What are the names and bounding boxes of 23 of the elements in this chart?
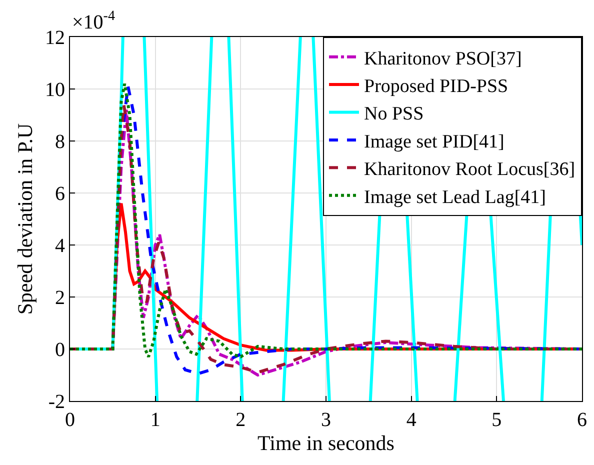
- x-tick-label: 3: [321, 409, 331, 431]
- legend-label: Proposed PID-PSS: [364, 76, 508, 97]
- x-tick-label: 2: [236, 409, 246, 431]
- x-tick-label: 4: [406, 409, 416, 431]
- x-axis-title: Time in seconds: [258, 431, 394, 455]
- y-tick-label: 6: [55, 183, 65, 205]
- y-tick-label: 8: [55, 131, 65, 153]
- y-tick-label: 12: [45, 27, 65, 49]
- x-tick-label: 1: [150, 409, 160, 431]
- y-axis-title: Speed deviation in P.U: [13, 123, 38, 315]
- y-tick-label: 10: [45, 79, 65, 101]
- text: ×10$^{-4}$: [72, 9, 115, 34]
- y-tick-label: 2: [55, 287, 65, 309]
- x-tick-label: 6: [577, 409, 587, 431]
- legend-label: No PSS: [364, 104, 424, 125]
- legend-label: Image set PID[41]: [364, 131, 504, 152]
- legend-label: Kharitonov PSO[37]: [364, 48, 522, 70]
- y-tick-label: -2: [48, 391, 65, 413]
- x-tick-label: 5: [492, 409, 502, 431]
- legend-label: Image set Lead Lag[41]: [364, 186, 546, 208]
- legend-label: Kharitonov Root Locus[36]: [364, 159, 576, 180]
- y-tick-label: 0: [55, 339, 65, 361]
- y-tick-label: 4: [55, 235, 65, 257]
